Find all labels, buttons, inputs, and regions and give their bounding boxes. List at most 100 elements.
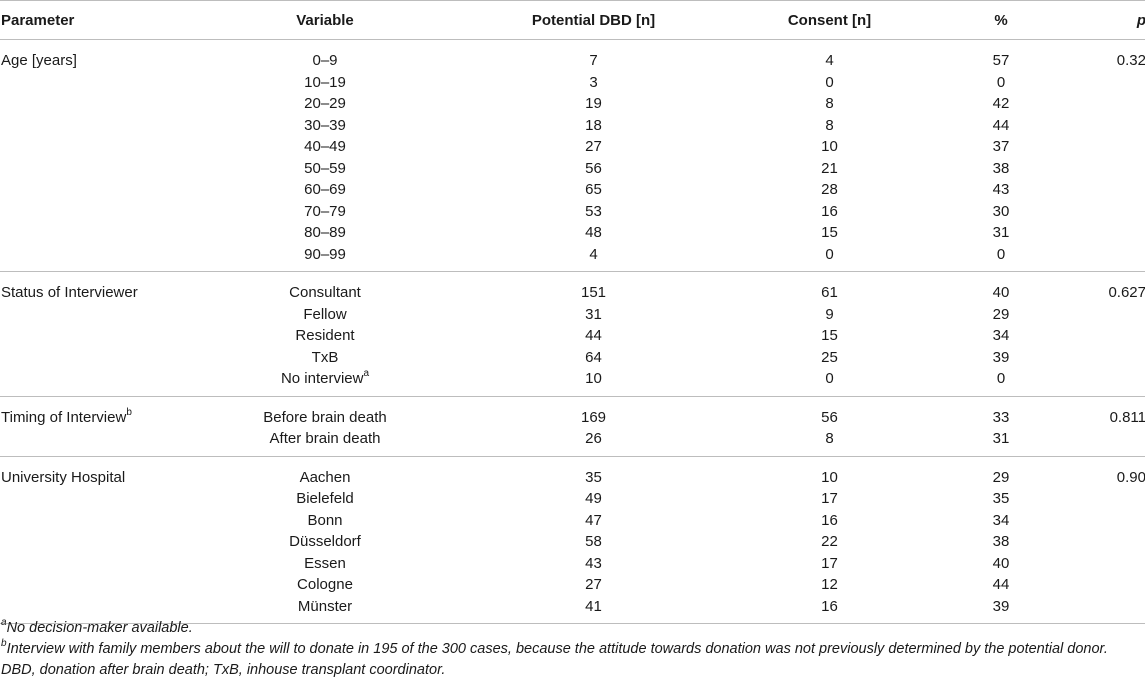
consent-cell: 16: [758, 510, 901, 532]
consent-value: 8: [825, 95, 834, 112]
header-consent: Consent [n]: [758, 0, 901, 40]
parameter-cell: [0, 488, 221, 510]
parameter-cell: [0, 136, 221, 158]
potential-dbd-value: 65: [585, 181, 602, 198]
variable-label: TxB: [311, 348, 339, 366]
percent-value: 31: [992, 430, 1010, 447]
percent-cell: 40: [901, 553, 1101, 575]
potential-dbd-cell: 7: [429, 40, 758, 72]
variable-label: Aachen: [299, 468, 351, 486]
potential-dbd-value: 19: [585, 95, 602, 112]
table-row: 30–39 18 8 44: [0, 115, 1145, 137]
p-value: 0.627: [1108, 284, 1145, 301]
table-row: 90–99 4 0 0: [0, 243, 1145, 272]
header-percent: %: [901, 0, 1101, 40]
p-value-cell: [1101, 115, 1145, 137]
variable-label: Consultant: [289, 284, 361, 301]
consent-value: 8: [825, 430, 834, 447]
consent-cell: 17: [758, 553, 901, 575]
parameter-cell: Timing of Interviewb: [0, 396, 221, 428]
percent-cell: 40: [901, 272, 1101, 304]
consent-value: 15: [821, 224, 838, 241]
table-row: 70–79 53 16 30: [0, 201, 1145, 223]
variable-label: Münster: [297, 597, 353, 615]
percent-cell: 30: [901, 201, 1101, 223]
footnote-marker: b: [126, 406, 132, 418]
potential-dbd-value: 151: [580, 284, 607, 301]
consent-value: 15: [821, 327, 838, 344]
variable-label: 10–19: [304, 73, 346, 91]
consent-cell: 0: [758, 72, 901, 94]
parameter-name: Timing of Interview: [1, 408, 127, 426]
variable-cell: Essen: [221, 553, 429, 575]
table-row: TxB 64 25 39: [0, 347, 1145, 369]
parameter-cell: [0, 574, 221, 596]
variable-cell: 70–79: [221, 201, 429, 223]
percent-cell: 34: [901, 510, 1101, 532]
percent-cell: 0: [901, 243, 1101, 272]
variable-cell: 90–99: [221, 243, 429, 272]
variable-label: Bonn: [307, 511, 343, 529]
potential-dbd-cell: 48: [429, 222, 758, 244]
variable-cell: 20–29: [221, 93, 429, 115]
potential-dbd-value: 7: [589, 52, 598, 69]
potential-dbd-value: 44: [585, 327, 602, 344]
percent-cell: 0: [901, 368, 1101, 397]
potential-dbd-cell: 27: [429, 136, 758, 158]
variable-cell: 0–9: [221, 40, 429, 72]
p-value-cell: [1101, 179, 1145, 201]
potential-dbd-cell: 169: [429, 396, 758, 428]
percent-value: 34: [992, 511, 1010, 529]
footnote-marker: a: [363, 368, 370, 379]
consent-cell: 12: [758, 574, 901, 596]
p-value-cell: 0.90: [1101, 456, 1145, 488]
potential-dbd-cell: 3: [429, 72, 758, 94]
consent-value: 10: [821, 468, 838, 486]
potential-dbd-value: 27: [585, 138, 602, 155]
potential-dbd-cell: 18: [429, 115, 758, 137]
p-value-cell: [1101, 72, 1145, 94]
percent-cell: 29: [901, 456, 1101, 488]
percent-cell: 39: [901, 347, 1101, 369]
consent-value: 25: [821, 348, 838, 366]
p-value-cell: [1101, 531, 1145, 553]
parameter-cell: [0, 93, 221, 115]
variable-label: 80–89: [304, 224, 346, 241]
parameter-cell: [0, 72, 221, 94]
parameter-cell: [0, 201, 221, 223]
variable-label: 20–29: [304, 95, 346, 112]
variable-cell: Aachen: [221, 456, 429, 488]
percent-cell: 35: [901, 488, 1101, 510]
consent-value: 22: [821, 533, 838, 550]
variable-cell: Münster: [221, 595, 429, 624]
consent-cell: 0: [758, 243, 901, 272]
variable-label: Resident: [295, 327, 355, 344]
potential-dbd-cell: 43: [429, 553, 758, 575]
percent-value: 38: [992, 533, 1010, 550]
p-value-cell: 0.627: [1101, 272, 1145, 304]
footnote-marker: a: [1, 617, 7, 629]
p-value: 0.90: [1116, 468, 1145, 486]
parameter-cell: [0, 347, 221, 369]
footnote: aNo decision-maker available.: [1, 618, 1141, 639]
potential-dbd-value: 18: [585, 116, 602, 134]
potential-dbd-value: 35: [585, 468, 602, 486]
potential-dbd-cell: 35: [429, 456, 758, 488]
consent-cell: 15: [758, 325, 901, 347]
parameter-cell: [0, 179, 221, 201]
percent-value: 44: [992, 116, 1010, 134]
p-value-cell: [1101, 201, 1145, 223]
percent-value: 31: [992, 224, 1010, 241]
table-row: Düsseldorf 58 22 38: [0, 531, 1145, 553]
p-value: 0.32: [1116, 52, 1145, 69]
potential-dbd-value: 56: [585, 159, 602, 177]
p-value-cell: [1101, 347, 1145, 369]
variable-cell: 10–19: [221, 72, 429, 94]
variable-cell: Bonn: [221, 510, 429, 532]
variable-cell: Fellow: [221, 304, 429, 326]
potential-dbd-cell: 53: [429, 201, 758, 223]
percent-value: 30: [992, 202, 1010, 220]
variable-cell: After brain death: [221, 428, 429, 457]
percent-value: 37: [992, 138, 1010, 155]
header-potential-dbd: Potential DBD [n]: [429, 0, 758, 40]
